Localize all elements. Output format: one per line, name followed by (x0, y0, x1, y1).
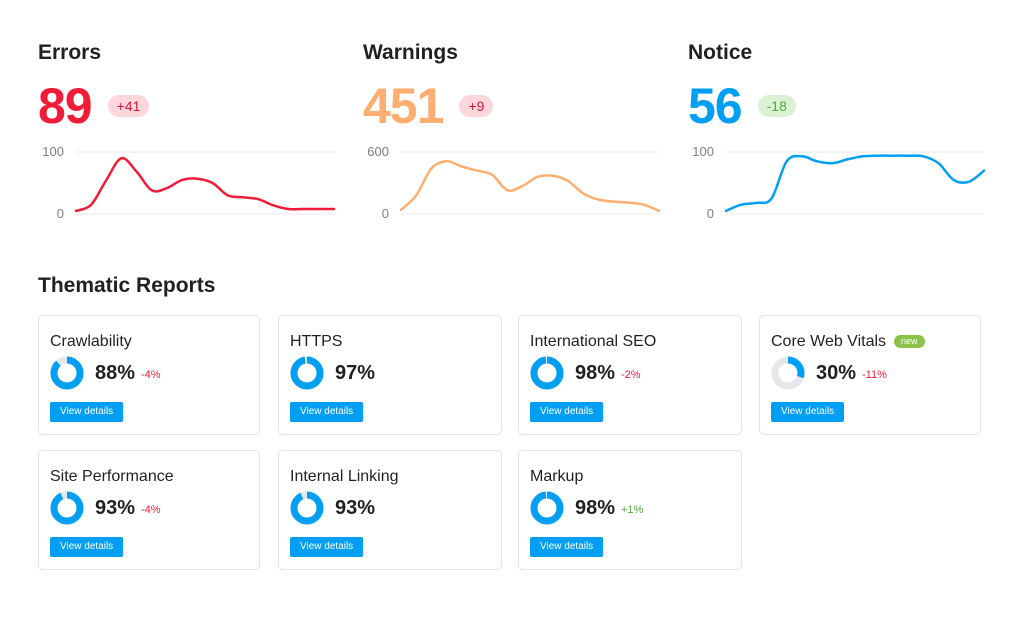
report-delta: -11% (862, 369, 887, 381)
notice-value: 56 (688, 78, 743, 134)
y-tick-label: 0 (707, 206, 714, 221)
progress-ring (530, 356, 564, 390)
report-title-text: International SEO (530, 333, 657, 350)
progress-ring-fill (290, 491, 324, 525)
report-title-text: Markup (530, 468, 584, 485)
errors-value-row: 89 +41 (38, 80, 338, 132)
report-card-title: Site Performance (50, 467, 174, 487)
report-title-text: Site Performance (50, 468, 174, 485)
y-tick-label: 100 (42, 144, 64, 159)
report-card-markup: Markup 98% +1% View details (518, 450, 742, 570)
report-percent: 98% (575, 362, 616, 384)
notice-value-row: 56 -18 (688, 80, 988, 132)
y-tick-label: 100 (692, 144, 714, 159)
warnings-value-row: 451 +9 (363, 80, 663, 132)
warnings-chart: 600 0 (363, 144, 663, 224)
report-title-text: Crawlability (50, 333, 132, 350)
report-percent: 97% (335, 362, 376, 384)
progress-ring-fill (290, 356, 324, 390)
progress-ring-svg (50, 491, 84, 525)
report-card-https: HTTPS 97% View details (278, 315, 502, 435)
warnings-series-line (399, 160, 661, 213)
progress-ring-svg (50, 356, 84, 390)
report-percent: 93% (335, 497, 376, 519)
errors-metric: Errors 89 +41 100 0 (38, 40, 338, 221)
view-details-button[interactable]: View details (290, 402, 364, 422)
report-delta: -4% (141, 369, 161, 381)
view-details-button[interactable]: View details (530, 402, 604, 422)
report-percent: 93% (95, 497, 136, 519)
warnings-line-chart: 600 0 (367, 144, 661, 221)
progress-ring (50, 491, 84, 525)
progress-ring-fill (530, 356, 564, 390)
errors-chart: 100 0 (38, 144, 338, 224)
view-details-button[interactable]: View details (771, 402, 845, 422)
progress-ring-fill (50, 356, 84, 390)
progress-ring-svg (530, 356, 564, 390)
progress-ring-svg (771, 356, 805, 390)
y-tick-label: 0 (57, 206, 64, 221)
progress-ring-fill (530, 491, 564, 525)
progress-ring-svg (530, 491, 564, 525)
report-card-crawlability: Crawlability 88% -4% View details (38, 315, 260, 435)
notice-series-line (724, 154, 986, 213)
progress-ring-svg (290, 356, 324, 390)
report-delta: -2% (621, 369, 641, 381)
progress-ring (530, 491, 564, 525)
view-details-button[interactable]: View details (530, 537, 604, 557)
progress-ring (771, 356, 805, 390)
y-tick-label: 0 (382, 206, 389, 221)
notice-title: Notice (688, 41, 753, 64)
report-card-title: Markup (530, 467, 583, 487)
report-percent: 98% (575, 497, 616, 519)
report-card-title: Core Web Vitals new (771, 332, 925, 352)
progress-ring-fill (771, 356, 805, 390)
report-card-international-seo: International SEO 98% -2% View details (518, 315, 742, 435)
report-title-text: Internal Linking (290, 468, 399, 485)
warnings-title: Warnings (363, 41, 458, 64)
report-title-text: HTTPS (290, 333, 343, 350)
errors-line-chart: 100 0 (42, 144, 336, 221)
view-details-button[interactable]: View details (290, 537, 364, 557)
report-card-site-performance: Site Performance 93% -4% View details (38, 450, 260, 570)
view-details-button[interactable]: View details (50, 402, 124, 422)
errors-change-badge: +41 (107, 95, 150, 117)
progress-ring (50, 356, 84, 390)
warnings-value: 451 (363, 78, 444, 134)
thematic-reports-title: Thematic Reports (38, 274, 216, 297)
view-details-button[interactable]: View details (50, 537, 124, 557)
report-percent: 88% (95, 362, 136, 384)
report-card-internal-linking: Internal Linking 93% View details (278, 450, 502, 570)
report-percent: 30% (816, 362, 857, 384)
notice-chart: 100 0 (688, 144, 988, 224)
report-card-title: International SEO (530, 332, 656, 352)
notice-line-chart: 100 0 (692, 144, 986, 221)
report-delta: +1% (621, 504, 644, 516)
report-card-title: HTTPS (290, 332, 342, 352)
report-title-text: Core Web Vitals (771, 333, 887, 350)
progress-ring (290, 356, 324, 390)
progress-ring (290, 491, 324, 525)
y-tick-label: 600 (367, 144, 389, 159)
report-card-title: Crawlability (50, 332, 132, 352)
warnings-metric: Warnings 451 +9 600 0 (363, 40, 663, 221)
report-card-core-web-vitals: Core Web Vitals new 30% -11% View details (759, 315, 981, 435)
notice-metric: Notice 56 -18 100 0 (688, 40, 988, 221)
errors-value: 89 (38, 78, 93, 134)
errors-series-line (74, 156, 336, 213)
report-delta: -4% (141, 504, 161, 516)
errors-title: Errors (38, 41, 102, 64)
progress-ring-svg (290, 491, 324, 525)
warnings-change-badge: +9 (459, 95, 494, 117)
report-card-title: Internal Linking (290, 467, 399, 487)
new-badge: new (894, 335, 925, 348)
notice-change-badge: -18 (757, 95, 796, 117)
progress-ring-fill (50, 491, 84, 525)
